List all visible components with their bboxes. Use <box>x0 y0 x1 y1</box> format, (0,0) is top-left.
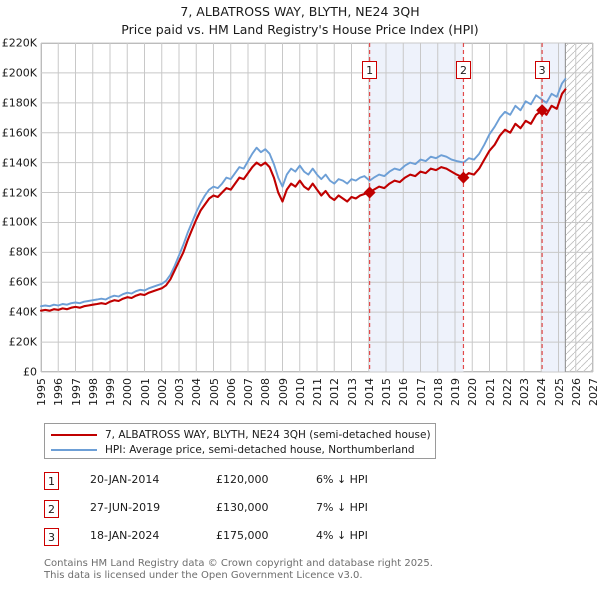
x-axis-labels: 1995 1996 1997 1998 1999 2000 2001 2002 2003 2004… <box>0 378 600 420</box>
transaction-badge-1: 1 <box>44 472 59 490</box>
x-axis-tick-label: 2009 <box>276 378 290 406</box>
x-axis-tick-label: 2014 <box>362 378 376 406</box>
x-axis-tick-label: 1998 <box>86 378 100 406</box>
y-axis-tick-label: £180K <box>1 96 37 110</box>
price-history-chart: £0 £20K £40K £60K £80K £100K £120K £140K £160K £1… <box>0 36 600 383</box>
transaction-date-3: 18-JAN-2024 <box>90 529 160 542</box>
x-axis-tick-label: 2026 <box>569 378 583 406</box>
transaction-date-1: 20-JAN-2014 <box>90 473 160 486</box>
x-axis-tick-label: 2024 <box>535 378 549 406</box>
y-axis-tick-label: £100K <box>1 215 37 229</box>
footer-line-1: Contains HM Land Registry data © Crown c… <box>44 558 433 569</box>
legend-label-hpi: HPI: Average price, semi-detached house,… <box>105 443 415 456</box>
x-axis-tick-label: 2011 <box>311 378 324 406</box>
x-axis-tick-label: 2015 <box>380 378 393 406</box>
x-axis-tick-label: 2016 <box>397 378 411 406</box>
x-axis-tick-label: 2017 <box>414 378 428 406</box>
x-axis-tick-label: 2010 <box>293 378 307 406</box>
x-axis-tick-label: 1999 <box>104 378 117 406</box>
table-row[interactable]: 1 20-JAN-2014 £120,000 6% ↓ HPI <box>44 470 464 498</box>
x-axis-tick-label: 2005 <box>207 378 221 406</box>
sale-marker-3[interactable]: 3 <box>534 61 550 79</box>
x-axis-tick-label: 2027 <box>587 378 600 406</box>
legend-label-price-paid: 7, ALBATROSS WAY, BLYTH, NE24 3QH (semi-… <box>105 428 431 441</box>
legend-item-hpi: HPI: Average price, semi-detached house,… <box>51 442 429 457</box>
x-axis-tick-label: 1997 <box>69 378 83 406</box>
y-axis-tick-label: £20K <box>8 335 37 349</box>
y-axis-labels: £0 £20K £40K £60K £80K £100K £120K £140K £160K £1… <box>0 36 600 383</box>
x-axis-tick-label: 2000 <box>121 378 135 406</box>
transaction-hpi-delta-1: 6% ↓ HPI <box>316 473 368 486</box>
x-axis-tick-label: 2025 <box>552 378 566 406</box>
y-axis-tick-label: £160K <box>1 126 37 140</box>
x-axis-tick-label: 2022 <box>500 378 514 406</box>
x-axis-tick-label: 2019 <box>449 378 462 406</box>
y-axis-tick-label: £40K <box>8 305 37 319</box>
legend-swatch-price-paid <box>51 433 97 436</box>
x-axis-tick-label: 2013 <box>345 378 359 406</box>
x-axis-tick-label: 2012 <box>328 378 342 406</box>
x-axis-tick-label: 2006 <box>224 378 238 406</box>
x-axis-tick-label: 2023 <box>518 378 531 406</box>
x-axis-tick-label: 2018 <box>431 378 445 406</box>
footer-line-2: This data is licensed under the Open Gov… <box>44 569 363 581</box>
chart-title-block: 7, ALBATROSS WAY, BLYTH, NE24 3QH Price … <box>0 4 600 38</box>
sale-marker-2[interactable]: 2 <box>455 61 471 79</box>
x-axis-tick-label: 2021 <box>483 378 497 406</box>
y-axis-tick-label: £220K <box>1 36 37 50</box>
transaction-badge-2: 2 <box>44 500 59 518</box>
x-axis-tick-label: 2001 <box>138 378 152 406</box>
transaction-hpi-delta-3: 4% ↓ HPI <box>316 529 368 542</box>
y-axis-tick-label: £0 <box>23 365 37 379</box>
table-row[interactable]: 2 27-JUN-2019 £130,000 7% ↓ HPI <box>44 498 464 526</box>
transaction-price-2: £130,000 <box>216 501 269 514</box>
y-axis-tick-label: £200K <box>1 66 37 80</box>
footer-attribution: Contains HM Land Registry data © Crown c… <box>44 558 584 581</box>
chart-gridlines <box>40 42 594 373</box>
legend-item-price-paid: 7, ALBATROSS WAY, BLYTH, NE24 3QH (semi-… <box>51 427 431 442</box>
page-subtitle: Price paid vs. HM Land Registry's House … <box>121 22 479 37</box>
x-axis-tick-label: 2020 <box>466 378 480 406</box>
legend-swatch-hpi <box>51 448 97 451</box>
transaction-badge-3: 3 <box>44 528 59 546</box>
y-axis-tick-label: £120K <box>1 186 37 200</box>
x-axis-tick-label: 1995 <box>35 378 48 406</box>
x-axis-tick-label: 2008 <box>259 378 273 406</box>
x-axis-tick-label: 2002 <box>155 378 169 406</box>
x-axis-tick-label: 2003 <box>173 378 186 406</box>
table-row[interactable]: 3 18-JAN-2024 £175,000 4% ↓ HPI <box>44 526 464 554</box>
y-axis-tick-label: £140K <box>1 156 37 170</box>
sale-marker-1[interactable]: 1 <box>362 61 378 79</box>
transactions-table: 1 20-JAN-2014 £120,000 6% ↓ HPI 2 27-JUN… <box>44 470 464 554</box>
page-title: 7, ALBATROSS WAY, BLYTH, NE24 3QH <box>180 4 420 19</box>
transaction-price-1: £120,000 <box>216 473 269 486</box>
x-axis-tick-label: 2007 <box>242 378 255 406</box>
transaction-hpi-delta-2: 7% ↓ HPI <box>316 501 368 514</box>
x-axis-tick-label: 2004 <box>190 378 204 406</box>
transaction-date-2: 27-JUN-2019 <box>90 501 161 514</box>
y-axis-tick-label: £80K <box>8 245 37 259</box>
y-axis-tick-label: £60K <box>8 275 37 289</box>
x-axis-tick-label: 1996 <box>52 378 66 406</box>
transaction-price-3: £175,000 <box>216 529 269 542</box>
chart-series-layer <box>39 43 567 372</box>
chart-legend: 7, ALBATROSS WAY, BLYTH, NE24 3QH (semi-… <box>44 423 436 459</box>
